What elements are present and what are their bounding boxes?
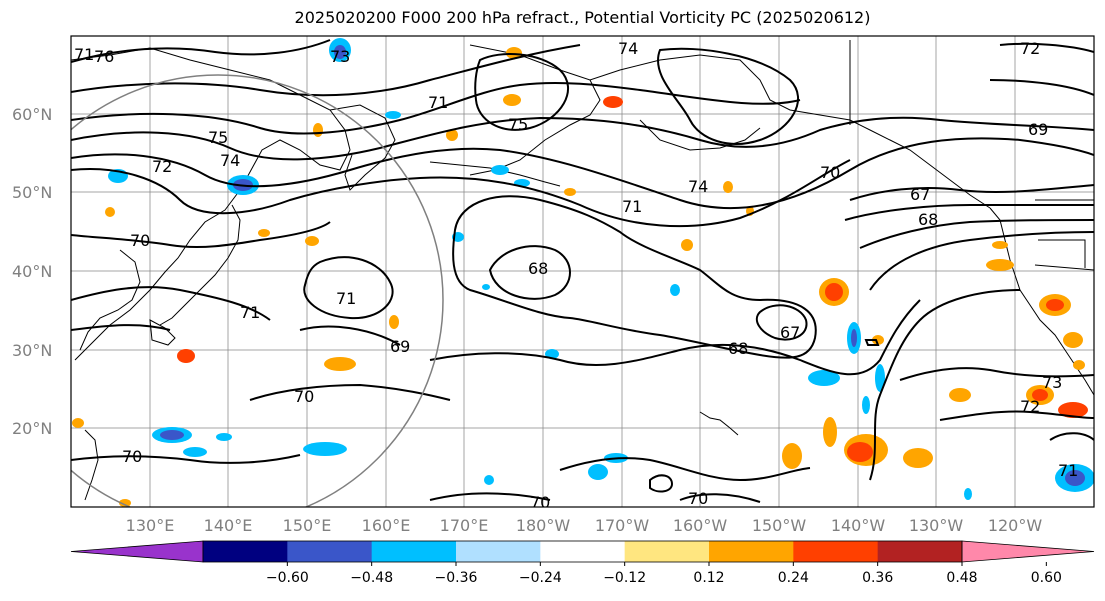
lat-label: 30°N (12, 341, 52, 360)
colorbar: −0.60 −0.48 −0.36 −0.24 −0.12 0.12 0.24 0.36 0.4… (70, 540, 1095, 586)
colorbar-tick-label: −0.48 (350, 570, 393, 586)
contour-label: 69 (390, 337, 410, 356)
colorbar-extend-min (70, 540, 204, 563)
lat-axis: 60°N 50°N 40°N 30°N 20°N (12, 105, 52, 438)
map-frame (70, 35, 1095, 508)
colorbar-tick-label: −0.36 (435, 570, 478, 586)
colorbar-extend-max (961, 540, 1095, 563)
lat-label: 40°N (12, 262, 52, 281)
contour-label: 71 (74, 45, 94, 64)
contour-label: 75 (208, 128, 228, 147)
contour-lines (71, 39, 1094, 503)
lon-label: 150°E (283, 516, 332, 535)
contour-label: 73 (330, 47, 350, 66)
contour-label: 68 (918, 210, 938, 229)
lon-label: 170°W (595, 516, 650, 535)
lon-label: 140°W (831, 516, 886, 535)
colorbar-border (202, 540, 963, 563)
colorbar-swatch (624, 541, 710, 562)
lon-label: 140°E (204, 516, 253, 535)
lon-label: 130°E (126, 516, 175, 535)
contour-label: 70 (122, 447, 142, 466)
contour-label: 68 (528, 259, 548, 278)
colorbar-swatch (793, 541, 879, 562)
contour-label: 72 (152, 157, 172, 176)
contour-label: 72 (1020, 39, 1040, 58)
contour-label: 74 (688, 177, 708, 196)
colorbar-tick-label: 0.48 (946, 570, 977, 586)
contour-label: 70 (294, 387, 314, 406)
contour-label: 75 (508, 115, 528, 134)
colorbar-tick-label: −0.24 (519, 570, 562, 586)
contour-label: 67 (780, 323, 800, 342)
contour-label: 73 (1042, 373, 1062, 392)
lon-label: 160°E (362, 516, 411, 535)
colorbar-swatch (456, 541, 541, 562)
contour-label: 76 (94, 47, 114, 66)
colorbar-tick-label: −0.12 (603, 570, 646, 586)
lon-label: 180°W (516, 516, 571, 535)
contour-label: 70 (130, 231, 150, 250)
colorbar-swatch (877, 541, 963, 562)
colorbar-swatch (540, 541, 626, 562)
colorbar-swatch (709, 541, 794, 562)
colorbar-tick-label: 0.12 (693, 570, 724, 586)
lon-axis: 130°E 140°E 150°E 160°E 170°E 180°W 170°… (126, 516, 1043, 535)
contour-label: 71 (240, 303, 260, 322)
colorbar-tick-label: 0.36 (862, 570, 893, 586)
pv-shading (72, 38, 1094, 507)
lon-label: 160°W (673, 516, 728, 535)
lon-label: 170°E (440, 516, 489, 535)
contour-label-group: 71 76 73 74 72 75 75 74 72 70 71 69 67 6… (74, 39, 1078, 512)
contour-label: 74 (220, 151, 240, 170)
contour-label: 71 (336, 289, 356, 308)
map-title: 2025020200 F000 200 hPa refract., Potent… (294, 8, 871, 27)
lat-label: 50°N (12, 183, 52, 202)
contour-label: 70 (688, 489, 708, 508)
colorbar-swatch (287, 541, 373, 562)
lat-label: 20°N (12, 419, 52, 438)
colorbar-swatch (203, 541, 288, 562)
lon-label: 150°W (752, 516, 807, 535)
lon-label: 130°W (909, 516, 964, 535)
colorbar-tick-label: 0.24 (778, 570, 809, 586)
lat-label: 60°N (12, 105, 52, 124)
contour-label: 74 (618, 39, 638, 58)
colorbar-tick-label: −0.60 (266, 570, 309, 586)
contour-label: 70 (530, 493, 550, 512)
contour-label: 69 (1028, 120, 1048, 139)
contour-label: 68 (728, 339, 748, 358)
contour-label: 72 (1020, 397, 1040, 416)
range-circle (71, 74, 444, 507)
contour-label: 67 (910, 185, 930, 204)
colorbar-tick-label: 0.60 (1031, 570, 1062, 586)
contour-label: 71 (622, 197, 642, 216)
contour-label: 71 (428, 93, 448, 112)
lon-label: 120°W (988, 516, 1043, 535)
contour-label: 71 (1058, 461, 1078, 480)
colorbar-swatch (371, 541, 457, 562)
contour-label: 70 (820, 163, 840, 182)
